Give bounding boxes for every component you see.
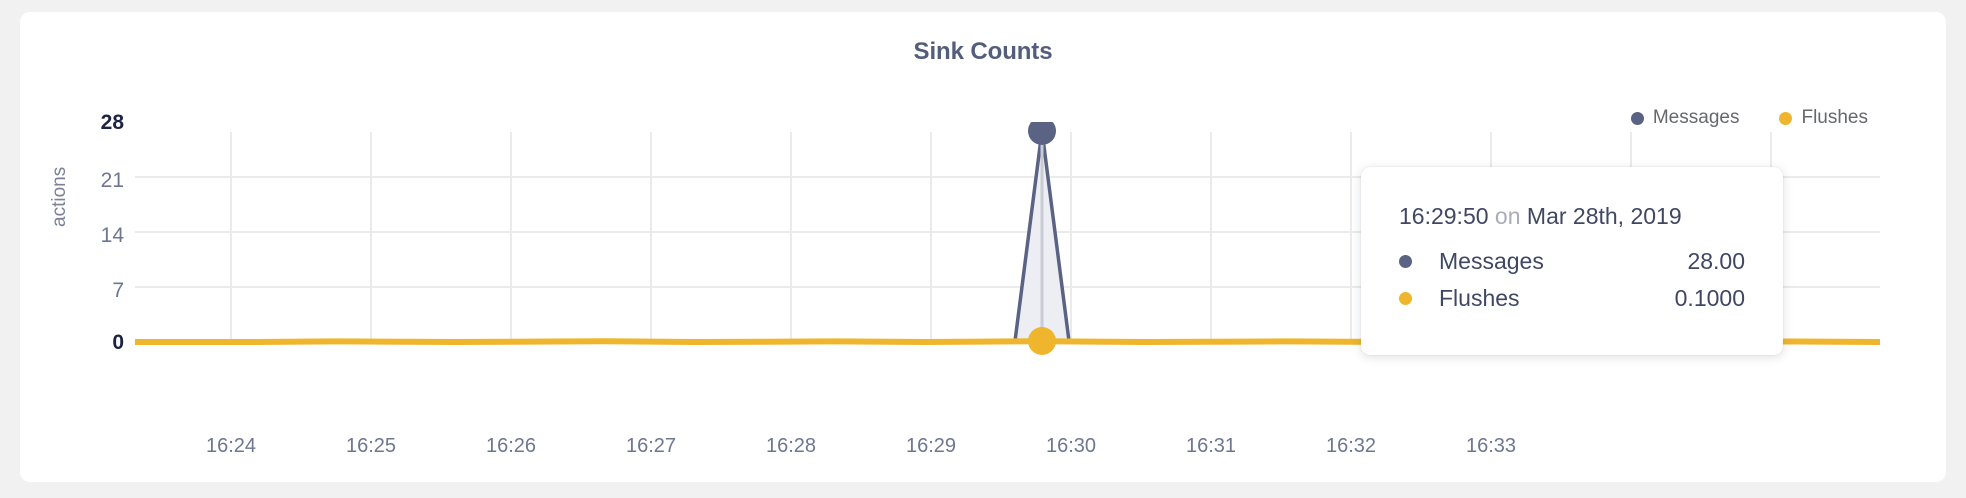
page-title: Sink Counts <box>913 38 1053 65</box>
hover-marker-flushes <box>1028 327 1056 355</box>
tooltip-value-flushes: 0.1000 <box>1674 285 1745 311</box>
tooltip-label-flushes: Flushes <box>1439 285 1520 311</box>
x-tick-1629: 16:29 <box>905 435 957 457</box>
y-tick-7: 7 <box>112 279 124 302</box>
x-tick-1631: 16:31 <box>1185 435 1237 457</box>
y-axis-ticks: 28 21 14 7 0 <box>20 12 124 482</box>
x-tick-1626: 16:26 <box>485 435 537 457</box>
x-tick-1627: 16:27 <box>625 435 677 457</box>
tooltip-row-flushes: Flushes 0.1000 <box>1399 280 1745 317</box>
chart-card: Sink Counts Messages Flushes actions 28 … <box>20 12 1946 482</box>
tooltip-dot-icon <box>1399 255 1412 268</box>
legend-label-flushes: Flushes <box>1801 107 1868 128</box>
y-tick-28: 28 <box>100 111 124 134</box>
legend-dot-icon <box>1630 111 1644 125</box>
chart-tooltip: 16:29:50 on Mar 28th, 2019 Messages 28.0… <box>1361 167 1783 355</box>
x-tick-1625: 16:25 <box>345 435 397 457</box>
tooltip-date: Mar 28th, 2019 <box>1526 203 1682 229</box>
y-tick-21: 21 <box>100 169 124 192</box>
legend-item-messages[interactable]: Messages <box>1630 107 1740 129</box>
y-tick-0: 0 <box>112 331 124 354</box>
chart-legend: Messages Flushes <box>1630 107 1868 129</box>
x-tick-1633: 16:33 <box>1465 435 1517 457</box>
hover-marker-messages <box>1028 122 1056 145</box>
y-tick-14: 14 <box>100 224 124 247</box>
legend-item-flushes[interactable]: Flushes <box>1779 107 1868 129</box>
tooltip-time: 16:29:50 <box>1399 203 1489 229</box>
x-tick-1624: 16:24 <box>205 435 257 457</box>
x-axis-ticks: 16:24 16:25 16:26 16:27 16:28 16:29 16:3… <box>135 436 1880 462</box>
legend-dot-icon <box>1779 111 1793 125</box>
x-tick-1632: 16:32 <box>1325 435 1377 457</box>
x-tick-1628: 16:28 <box>765 435 817 457</box>
tooltip-on-word: on <box>1494 203 1521 229</box>
tooltip-label-messages: Messages <box>1439 248 1544 274</box>
tooltip-value-messages: 28.00 <box>1687 248 1745 274</box>
tooltip-dot-icon <box>1399 292 1412 305</box>
legend-label-messages: Messages <box>1652 107 1740 128</box>
x-tick-1630: 16:30 <box>1045 435 1097 457</box>
tooltip-row-messages: Messages 28.00 <box>1399 243 1745 280</box>
tooltip-header: 16:29:50 on Mar 28th, 2019 <box>1399 203 1745 230</box>
